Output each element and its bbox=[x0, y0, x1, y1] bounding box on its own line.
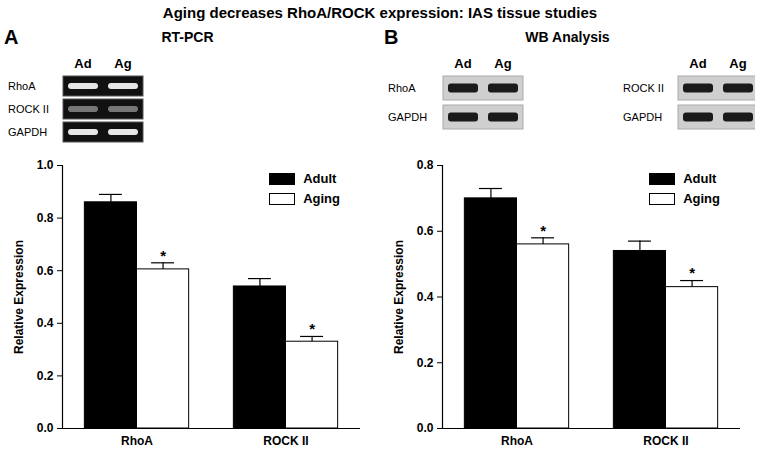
html-text:WB Analysis: WB Analysis bbox=[525, 29, 610, 45]
svg-text:0.6: 0.6 bbox=[417, 224, 434, 238]
svg-text:0.0: 0.0 bbox=[37, 421, 54, 435]
svg-text:ROCK II: ROCK II bbox=[8, 103, 49, 115]
svg-text:0.4: 0.4 bbox=[417, 290, 434, 304]
svg-text:RhoA: RhoA bbox=[388, 82, 416, 94]
html-text:Adult: Adult bbox=[683, 171, 717, 186]
svg-text:Ag: Ag bbox=[729, 56, 746, 71]
svg-text:*: * bbox=[540, 222, 546, 239]
html-text:B: B bbox=[384, 26, 399, 48]
html-text:Aging: Aging bbox=[683, 191, 720, 206]
svg-text:ROCK II: ROCK II bbox=[623, 82, 664, 94]
html-text:A: A bbox=[4, 26, 19, 48]
svg-text:Ad: Ad bbox=[689, 56, 706, 71]
svg-text:Ad: Ad bbox=[454, 56, 471, 71]
svg-text:*: * bbox=[160, 247, 166, 264]
svg-text:GAPDH: GAPDH bbox=[388, 111, 427, 123]
html-text:RT-PCR: RT-PCR bbox=[161, 29, 214, 45]
svg-text:0.2: 0.2 bbox=[37, 369, 54, 383]
svg-text:0.2: 0.2 bbox=[417, 356, 434, 370]
svg-text:1.0: 1.0 bbox=[37, 158, 54, 172]
svg-text:Relative Expression: Relative Expression bbox=[392, 240, 406, 354]
svg-text:RhoA: RhoA bbox=[8, 80, 36, 92]
svg-text:GAPDH: GAPDH bbox=[8, 126, 47, 138]
svg-text:Ag: Ag bbox=[114, 56, 131, 71]
svg-text:Relative Expression: Relative Expression bbox=[12, 240, 26, 354]
html-text:Aging: Aging bbox=[303, 191, 340, 206]
svg-text:0.6: 0.6 bbox=[37, 264, 54, 278]
svg-text:GAPDH: GAPDH bbox=[623, 111, 662, 123]
svg-text:*: * bbox=[309, 320, 315, 337]
svg-text:RhoA: RhoA bbox=[501, 434, 533, 448]
svg-text:*: * bbox=[689, 264, 695, 281]
html-text:Adult: Adult bbox=[303, 171, 337, 186]
svg-text:ROCK II: ROCK II bbox=[643, 434, 688, 448]
svg-text:0.8: 0.8 bbox=[417, 158, 434, 172]
svg-text:Ag: Ag bbox=[494, 56, 511, 71]
svg-text:Ad: Ad bbox=[74, 56, 91, 71]
svg-text:0.0: 0.0 bbox=[417, 421, 434, 435]
svg-text:ROCK II: ROCK II bbox=[263, 434, 308, 448]
svg-text:0.4: 0.4 bbox=[37, 316, 54, 330]
html-text:Aging decreases RhoA/ROCK expr: Aging decreases RhoA/ROCK expression: IA… bbox=[162, 4, 598, 21]
svg-text:RhoA: RhoA bbox=[121, 434, 153, 448]
svg-text:0.8: 0.8 bbox=[37, 211, 54, 225]
